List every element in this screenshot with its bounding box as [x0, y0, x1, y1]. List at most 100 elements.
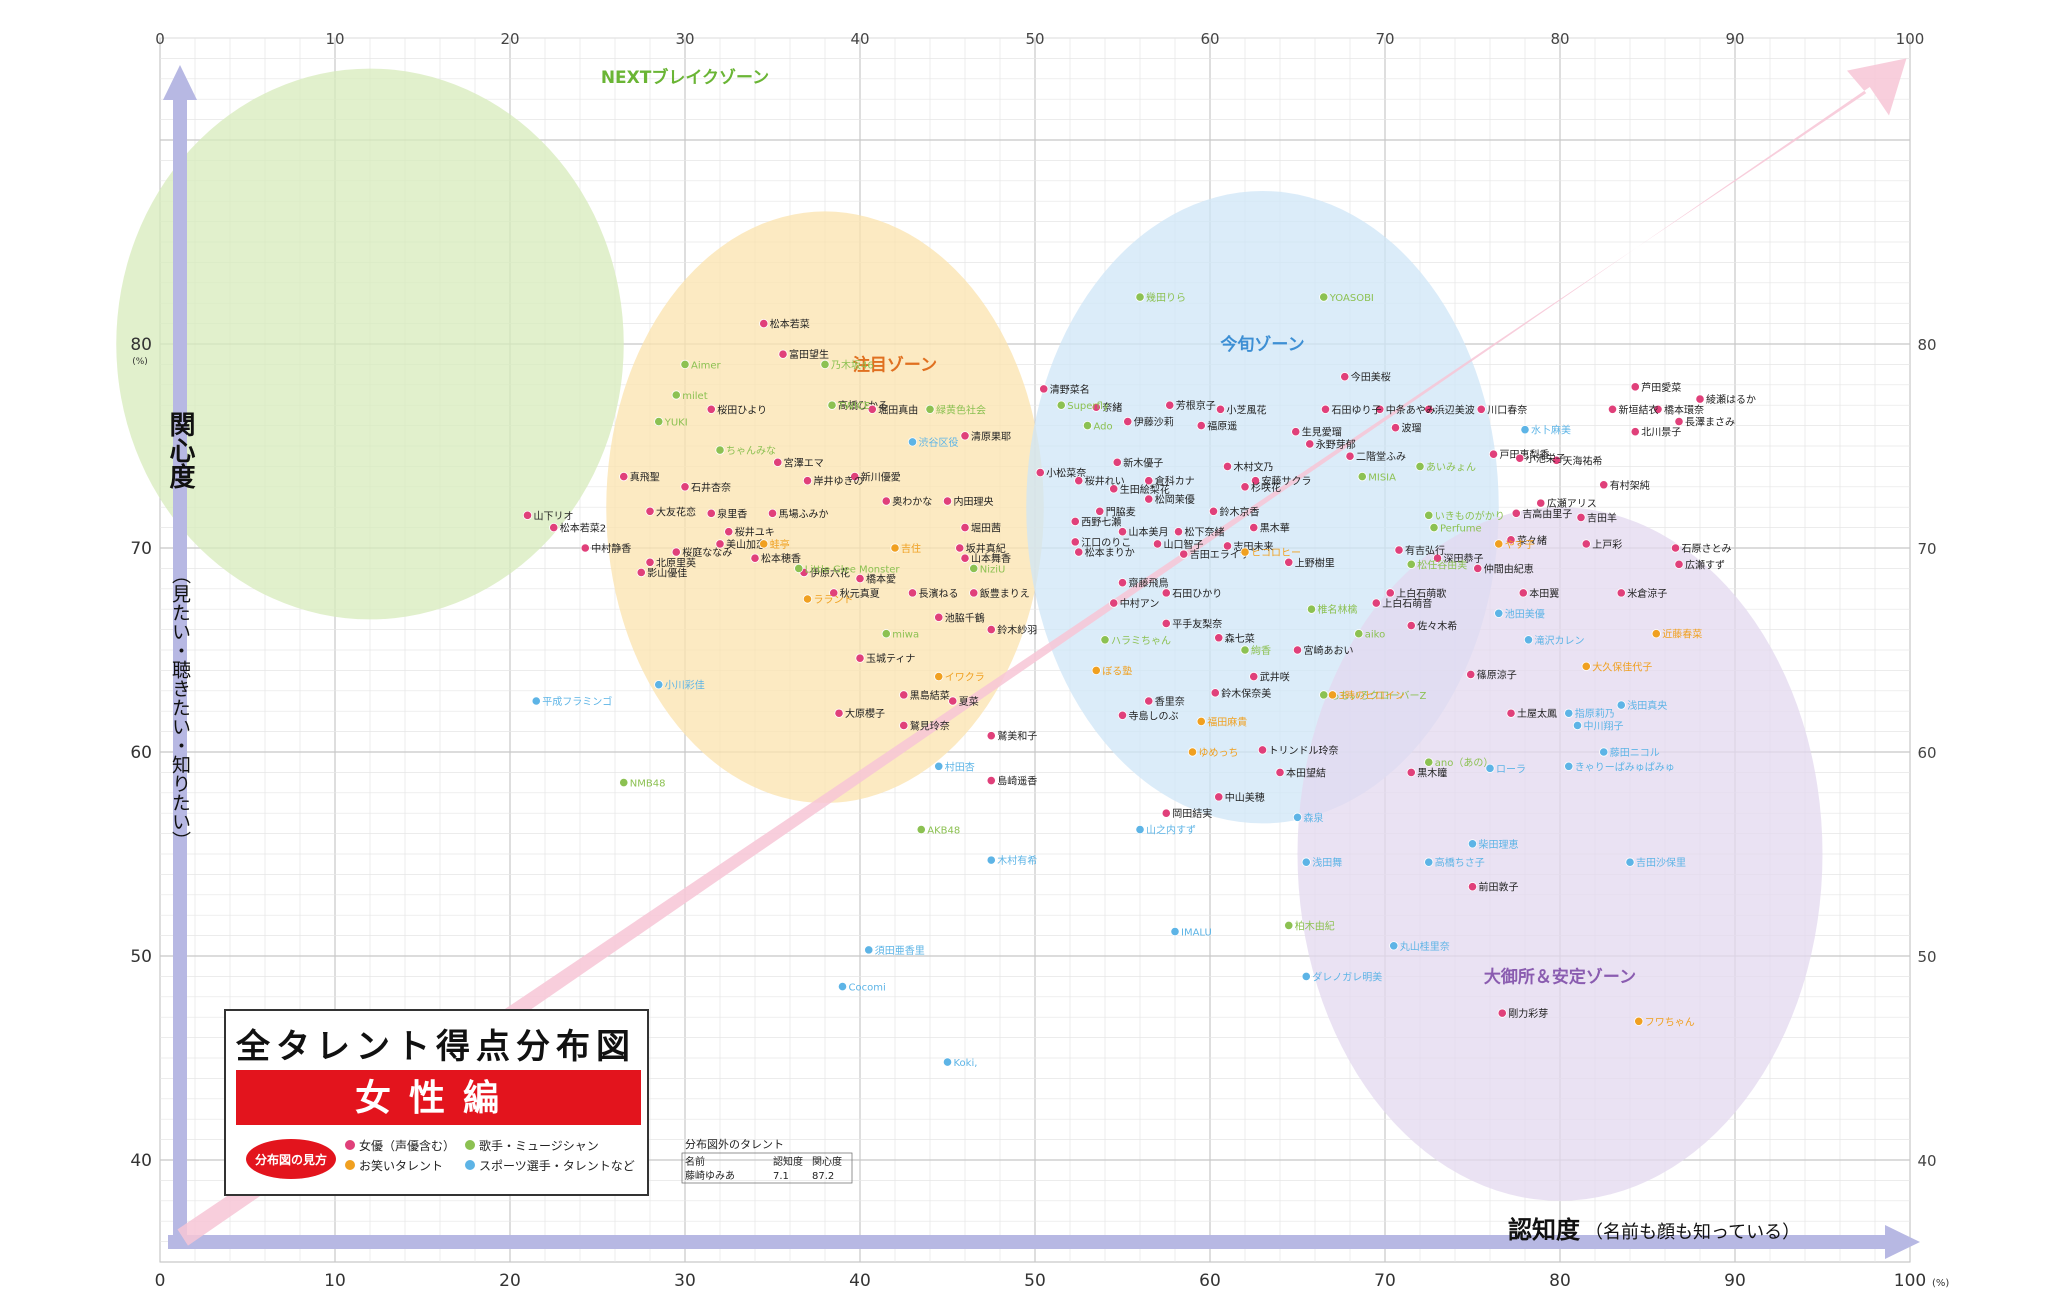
data-point — [1144, 494, 1154, 504]
data-point — [767, 508, 778, 518]
data-point — [1467, 882, 1478, 892]
data-point-label: 浅田真央 — [1627, 699, 1667, 712]
data-point-label: 森泉 — [1304, 811, 1324, 824]
data-point-label: 大原櫻子 — [845, 707, 885, 720]
y-tick-label-right: 60 — [1917, 744, 1936, 762]
data-point-label: 近藤春菜 — [1662, 628, 1702, 641]
data-point — [531, 696, 541, 706]
data-point-label: 蛙亭 — [770, 538, 790, 551]
data-point — [1670, 543, 1681, 553]
y-tick-label-right: 50 — [1917, 948, 1936, 966]
data-point-label: miwa — [892, 630, 919, 641]
data-point — [1112, 457, 1122, 467]
data-point-label: 石田ゆり子 — [1332, 404, 1382, 416]
data-point — [1406, 620, 1416, 631]
x-tick-label-top: 70 — [1375, 30, 1394, 48]
data-point-label: 秋元真夏 — [840, 587, 880, 600]
data-point — [1319, 690, 1329, 700]
data-point-label: 高橋ちさ子 — [1435, 856, 1485, 869]
data-point-label: aiko — [1365, 630, 1385, 641]
data-point-label: トリンドル玲奈 — [1269, 744, 1339, 757]
data-point — [1215, 404, 1226, 414]
data-point-label: 深田恭子 — [1444, 553, 1484, 565]
data-point-label: 川口春奈 — [1487, 403, 1527, 416]
data-point-label: 北原里英 — [656, 556, 696, 569]
data-point — [549, 522, 559, 533]
y-tick-label-right: 80 — [1917, 336, 1936, 354]
data-point — [1292, 645, 1303, 655]
data-point — [680, 359, 690, 369]
data-point-label: 松本若菜 — [770, 318, 810, 331]
data-point — [1117, 527, 1128, 537]
data-point — [829, 588, 839, 598]
data-point — [1424, 757, 1434, 767]
data-point — [1406, 559, 1416, 569]
data-point — [827, 400, 837, 410]
data-point — [1070, 516, 1080, 527]
data-point — [1390, 423, 1401, 433]
data-point — [907, 437, 918, 447]
data-point — [1091, 665, 1101, 676]
data-point-label: 奥わかな — [892, 495, 932, 508]
data-point — [1634, 1016, 1644, 1026]
data-point — [1625, 857, 1635, 867]
data-point-label: 須田亜香里 — [875, 945, 925, 957]
data-point — [1161, 588, 1171, 598]
data-point-label: ano（あの） — [1435, 757, 1494, 769]
data-point — [1581, 661, 1591, 671]
data-point — [619, 777, 629, 788]
data-point-label: 山本舞香 — [971, 552, 1011, 565]
zone-ellipse — [606, 211, 1044, 803]
data-point — [1651, 629, 1661, 639]
data-point-label: 平手友梨奈 — [1172, 617, 1222, 630]
x-tick-label-top: 50 — [1025, 30, 1044, 48]
data-point-label: 橋本愛 — [866, 573, 896, 586]
data-point-label: 波瑠 — [1402, 422, 1422, 435]
data-point-label: 池脇千鶴 — [945, 611, 985, 624]
data-point — [1551, 455, 1562, 465]
outside-table-cell: 87.2 — [812, 1171, 834, 1182]
data-point — [1515, 453, 1525, 463]
data-point-label: 杉咲花 — [1251, 481, 1281, 494]
chart-title: 全タレント得点分布図 — [235, 1027, 636, 1067]
data-point-label: 米倉涼子 — [1627, 587, 1667, 600]
data-point-label: TWICE — [837, 401, 870, 412]
data-point-label: YOASOBI — [1329, 293, 1374, 304]
data-point-label: 安藤サクラ — [1262, 475, 1312, 488]
data-point-label: 石井杏奈 — [691, 481, 731, 494]
data-point-label: 戸田恵梨香 — [1500, 448, 1550, 461]
data-point-label: 本田望結 — [1286, 766, 1326, 779]
x-axis-note: （名前も顔も知っている） — [1585, 1222, 1800, 1243]
data-point — [1327, 690, 1338, 700]
data-point — [1375, 404, 1385, 414]
data-point — [1494, 608, 1504, 618]
x-tick-label-bottom: 0 — [155, 1271, 166, 1291]
data-point — [1506, 708, 1516, 718]
data-point-label: ハラミちゃん — [1111, 635, 1171, 647]
data-point — [1214, 633, 1224, 643]
x-tick-label-top: 80 — [1550, 30, 1569, 48]
data-point — [706, 508, 716, 518]
data-point-label: 吉田羊 — [1587, 511, 1617, 524]
data-point — [1616, 588, 1626, 598]
zone-ellipse — [116, 68, 624, 620]
data-point-label: 渋谷区役 — [919, 436, 959, 449]
data-point — [1345, 451, 1355, 461]
data-point-label: 木村有希 — [997, 854, 1037, 867]
data-point — [1109, 484, 1119, 494]
outside-table-cell: 藤崎ゆみあ — [685, 1169, 735, 1182]
data-point — [1497, 1008, 1507, 1018]
data-point-label: 二階堂ふみ — [1356, 451, 1406, 463]
data-point — [1144, 696, 1154, 706]
data-point — [1476, 404, 1486, 414]
data-point-label: 藤田ニコル — [1610, 747, 1660, 759]
data-point — [890, 543, 900, 553]
data-point-label: 西野七瀬 — [1081, 516, 1121, 528]
data-point — [1674, 416, 1684, 427]
zone-label: 注目ゾーン — [853, 355, 937, 376]
data-point-label: 山下リオ — [534, 510, 574, 522]
data-point — [1523, 635, 1534, 645]
data-point — [942, 496, 953, 506]
data-point — [1284, 920, 1294, 931]
